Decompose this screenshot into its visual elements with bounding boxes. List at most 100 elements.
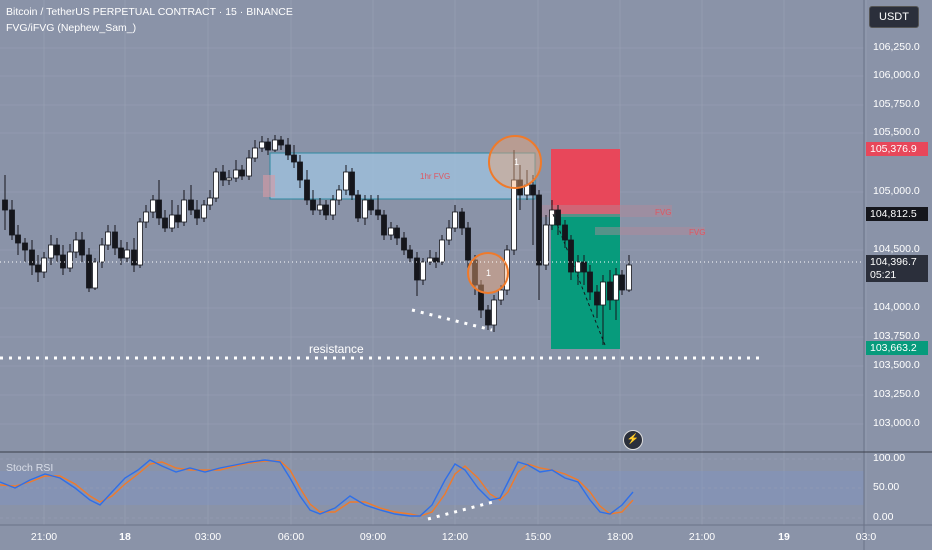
candle-body [375, 209, 381, 216]
circle-label-1: 1 [486, 268, 492, 278]
candle-body [272, 139, 278, 151]
countdown-tag: 05:21 [866, 268, 928, 282]
candle-body [15, 234, 21, 244]
price-tick-label: 103,250.0 [873, 388, 920, 400]
candle-body [368, 199, 374, 211]
candle-body [213, 171, 219, 199]
time-tick-label: 18:00 [606, 531, 634, 543]
time-tick-label: 06:00 [277, 531, 305, 543]
fvg-zone-a [540, 205, 672, 217]
candle-body [607, 281, 613, 301]
zones [263, 149, 705, 349]
candle-body [472, 259, 478, 286]
candle-body [549, 209, 555, 226]
price-tick-label: 104,000.0 [873, 301, 920, 313]
candle-body [459, 211, 465, 229]
time-tick-label: 15:00 [524, 531, 552, 543]
candle-body [439, 239, 445, 263]
candle-body [239, 169, 245, 177]
rsi-tick-label: 0.00 [873, 511, 894, 523]
price-tick-label: 106,250.0 [873, 41, 920, 53]
candle-body [54, 244, 60, 256]
candle-body [330, 199, 336, 216]
candle-body [407, 249, 413, 259]
candle-body [452, 211, 458, 229]
candle-body [394, 227, 400, 239]
candle-body [2, 199, 8, 211]
candle-body [343, 171, 349, 191]
divergence-line-price [411, 308, 493, 332]
candle-body [420, 261, 426, 281]
rsi-tick-label: 50.00 [873, 481, 900, 493]
candle-body [265, 141, 271, 151]
time-tick-label: 12:00 [441, 531, 469, 543]
rsi-k-line [0, 459, 634, 517]
candle-body [485, 309, 491, 326]
candle-body [291, 154, 297, 163]
price-tick-label: 106,000.0 [873, 69, 920, 81]
candle-body [381, 214, 387, 236]
candle-body [427, 257, 433, 263]
resistance-label: resistance [309, 342, 364, 356]
rsi-title: Stoch RSI [6, 462, 54, 474]
fvg-label-a: FVG [655, 208, 672, 217]
candle-body [355, 194, 361, 219]
candle-body [9, 209, 15, 236]
rsi-tick-label: 100.00 [873, 452, 906, 464]
last-price-tag: 104,812.5 [866, 207, 928, 221]
candle-body [175, 214, 181, 223]
candle-body [433, 257, 439, 263]
fvg-label-b: FVG [689, 228, 706, 237]
target-zone [551, 149, 620, 214]
candle-body [162, 217, 168, 229]
current-price-tag: 104,396.7 [866, 255, 928, 269]
candle-body [156, 199, 162, 219]
candle-body [124, 249, 130, 259]
candle-body [226, 177, 232, 181]
candle-body [150, 199, 156, 213]
candle-body [465, 227, 471, 261]
candle-body [35, 264, 41, 273]
candle-body [317, 204, 323, 211]
price-tick-label: 103,500.0 [873, 359, 920, 371]
indicator-title: FVG/iFVG (Nephew_Sam_) [6, 22, 137, 34]
currency-button[interactable]: USDT [869, 6, 919, 28]
price-tick-label: 105,750.0 [873, 98, 920, 110]
time-tick-label: 21:00 [30, 531, 58, 543]
target-price-tag: 105,376.9 [866, 142, 928, 156]
time-tick-label: 03:0 [855, 531, 877, 543]
fvg-1hr-label: 1hr FVG [420, 172, 451, 181]
candle-body [613, 274, 619, 301]
overlays [0, 135, 864, 360]
candle-body [131, 249, 137, 266]
fvg-zone-b [595, 227, 705, 235]
candle-body [252, 147, 258, 159]
candle-body [67, 251, 73, 269]
candle-body [619, 274, 625, 291]
candle-body [594, 291, 600, 306]
candle-body [310, 199, 316, 211]
candle-body [207, 197, 213, 206]
candle-body [22, 242, 28, 251]
candle-body [388, 227, 394, 236]
price-tick-label: 105,500.0 [873, 126, 920, 138]
candle-body [498, 289, 504, 301]
fvg-1hr-box [269, 152, 536, 200]
candle-body [575, 261, 581, 273]
candle-body [188, 199, 194, 211]
candle-body [92, 261, 98, 289]
candle-body [246, 157, 252, 177]
highlight-circle-top [488, 135, 542, 189]
price-tick-label: 104,500.0 [873, 243, 920, 255]
divergence-line-rsi [427, 500, 494, 521]
lightning-icon[interactable]: ⚡ [623, 430, 643, 450]
candle-body [297, 161, 303, 181]
candle-body [99, 244, 105, 263]
time-tick-label: 21:00 [688, 531, 716, 543]
candle-body [349, 171, 355, 196]
candle-body [105, 231, 111, 246]
candle-body [543, 224, 549, 266]
candle-body [169, 214, 175, 229]
